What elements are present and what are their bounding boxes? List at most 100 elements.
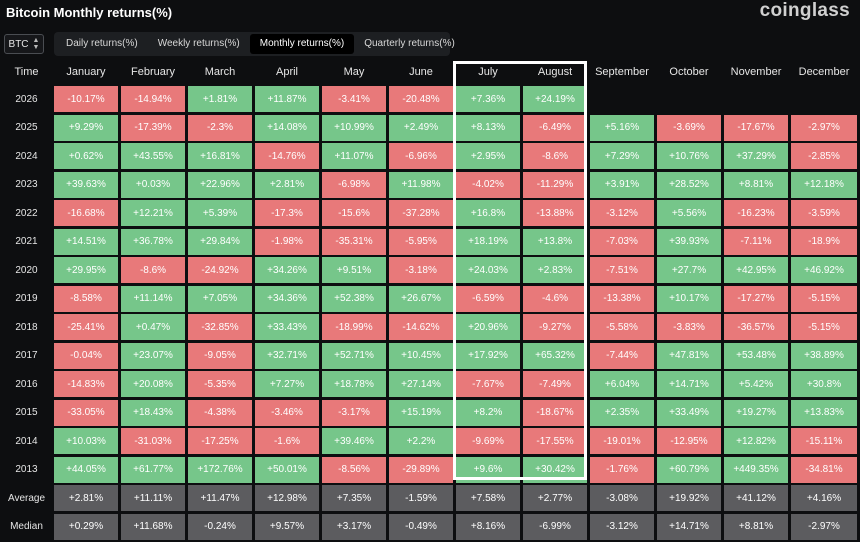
return-cell: -13.88% [523, 200, 587, 226]
return-cell: -17.27% [724, 285, 788, 312]
return-cell: +44.05% [54, 456, 118, 483]
tab-daily-returns[interactable]: Daily returns(%) [66, 38, 138, 49]
return-cell: +34.36% [255, 285, 319, 312]
return-cell: +13.83% [791, 399, 857, 426]
year-cell: 2023 [15, 179, 38, 190]
return-cell: +7.05% [188, 285, 252, 312]
coin-select[interactable]: BTC ▲ ▼ [4, 34, 44, 54]
return-cell: -17.3% [255, 200, 319, 226]
return-cell: +3.91% [590, 171, 654, 198]
return-cell: +2.95% [456, 143, 520, 169]
return-cell: -16.23% [724, 200, 788, 226]
return-cell: -32.85% [188, 314, 252, 340]
return-cell: -3.17% [322, 399, 386, 426]
year-cell: 2018 [15, 321, 38, 333]
table-row: 2019 -8.58% +11.14% +7.05% +34.36% +52.38% +26… [0, 285, 860, 314]
return-cell: -35.31% [322, 228, 386, 255]
return-cell: +11.98% [389, 171, 453, 198]
return-cell: -5.15% [791, 285, 857, 312]
return-cell: -17.67% [724, 114, 788, 141]
return-cell: -14.62% [389, 314, 453, 340]
return-cell: -1.76% [590, 456, 654, 483]
return-cell: +14.71% [657, 371, 721, 397]
return-cell: +29.84% [188, 228, 252, 255]
return-cell: +0.62% [54, 143, 118, 169]
return-cell: +10.45% [389, 342, 453, 369]
return-cell: +16.8% [456, 200, 520, 226]
return-cell: +2.35% [590, 399, 654, 426]
summary-row: Average +2.81% +11.11% +11.47% +12.98% +7.35%… [0, 485, 860, 513]
return-cell: -34.81% [791, 456, 857, 483]
page-title: Bitcoin Monthly returns(%) [6, 5, 173, 20]
return-cell: +42.95% [724, 257, 788, 283]
return-cell: -15.11% [791, 428, 857, 454]
return-cell: +7.36% [456, 86, 520, 112]
return-cell: -7.49% [523, 371, 587, 397]
summary-cell: -0.49% [389, 513, 453, 540]
return-cell: -18.99% [322, 314, 386, 340]
tab-weekly-returns[interactable]: Weekly returns(%) [157, 38, 240, 49]
return-cell: +449.35% [724, 456, 788, 483]
return-cell: -4.38% [188, 399, 252, 426]
summary-cell: +8.81% [724, 513, 788, 540]
return-cell: +5.16% [590, 114, 654, 141]
tab-monthly-returns[interactable]: Monthly returns(%) [249, 34, 355, 54]
summary-cell: -3.08% [590, 485, 654, 511]
return-cell: +52.71% [322, 342, 386, 369]
column-header: April [275, 65, 298, 78]
return-cell: -3.83% [657, 314, 721, 340]
return-cell: -10.17% [54, 86, 118, 112]
column-header: January [66, 65, 106, 78]
return-cell: +18.19% [456, 228, 520, 255]
table-row: 2013 +44.05% +61.77% +172.76% +50.01% -8.56% -… [0, 456, 860, 485]
tab-quarterly-returns[interactable]: Quarterly returns(%) [364, 38, 455, 49]
column-header: July [478, 65, 498, 78]
summary-label: Median [10, 521, 43, 532]
table-row: 2016 -14.83% +20.08% -5.35% +7.27% +18.78% +27… [0, 371, 860, 399]
summary-cell: +8.16% [456, 513, 520, 540]
summary-cell: +2.81% [54, 485, 118, 511]
return-cell: -7.11% [724, 228, 788, 255]
return-cell: +15.19% [389, 399, 453, 426]
return-cell: -8.6% [121, 257, 185, 283]
return-cell: -3.41% [322, 86, 386, 112]
return-cell: +28.52% [657, 171, 721, 198]
return-cell: -18.67% [523, 399, 587, 426]
return-cell: -14.83% [54, 371, 118, 397]
return-cell: +12.21% [121, 200, 185, 226]
column-header: May [343, 65, 365, 78]
return-cell: -0.04% [54, 342, 118, 369]
return-cell: -14.94% [121, 86, 185, 112]
return-cell: -4.02% [456, 171, 520, 198]
return-cell: +1.81% [188, 86, 252, 112]
return-cell: +10.76% [657, 143, 721, 169]
year-cell: 2022 [15, 207, 38, 219]
summary-cell: +7.35% [322, 485, 386, 511]
return-cell: +13.8% [523, 228, 587, 255]
return-cell: -5.35% [188, 371, 252, 397]
return-cell: +37.29% [724, 143, 788, 169]
return-cell: -8.56% [322, 456, 386, 483]
return-cell: -3.59% [791, 200, 857, 226]
summary-cell: -0.24% [188, 513, 252, 540]
return-cell: -2.3% [188, 114, 252, 141]
summary-row: Median +0.29% +11.68% -0.24% +9.57% +3.17% -0.… [0, 513, 860, 542]
return-cell: -4.6% [523, 285, 587, 312]
column-header: February [130, 65, 176, 78]
return-cell: -11.29% [523, 171, 587, 198]
return-cell: +172.76% [188, 456, 252, 483]
return-cell: +20.96% [456, 314, 520, 340]
column-header: September [595, 65, 649, 78]
return-cell: +5.42% [724, 371, 788, 397]
return-cell: +39.63% [54, 171, 118, 198]
chevron-up-down-icon: ▲ ▼ [32, 37, 40, 51]
return-cell: +26.67% [389, 285, 453, 312]
coinglass-logo[interactable]: coinglass [759, 0, 850, 21]
return-cell: -19.01% [590, 428, 654, 454]
summary-cell: -2.97% [791, 513, 857, 540]
year-cell: 2020 [15, 264, 38, 276]
return-cell: +0.03% [121, 171, 185, 198]
summary-label: Average [7, 492, 46, 504]
return-cell: +11.87% [255, 86, 319, 112]
table-row: 2017 -0.04% +23.07% -9.05% +32.71% +52.71% +10… [0, 342, 860, 371]
